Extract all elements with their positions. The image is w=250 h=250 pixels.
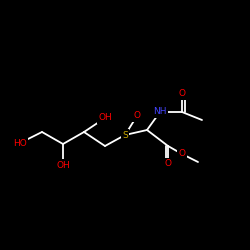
- Text: O: O: [178, 150, 186, 158]
- Text: O: O: [178, 90, 186, 98]
- Text: S: S: [122, 130, 128, 140]
- Text: NH: NH: [153, 108, 167, 116]
- Text: OH: OH: [98, 114, 112, 122]
- Text: O: O: [134, 112, 140, 120]
- Text: OH: OH: [56, 160, 70, 170]
- Text: O: O: [164, 160, 172, 168]
- Text: HO: HO: [13, 138, 27, 147]
